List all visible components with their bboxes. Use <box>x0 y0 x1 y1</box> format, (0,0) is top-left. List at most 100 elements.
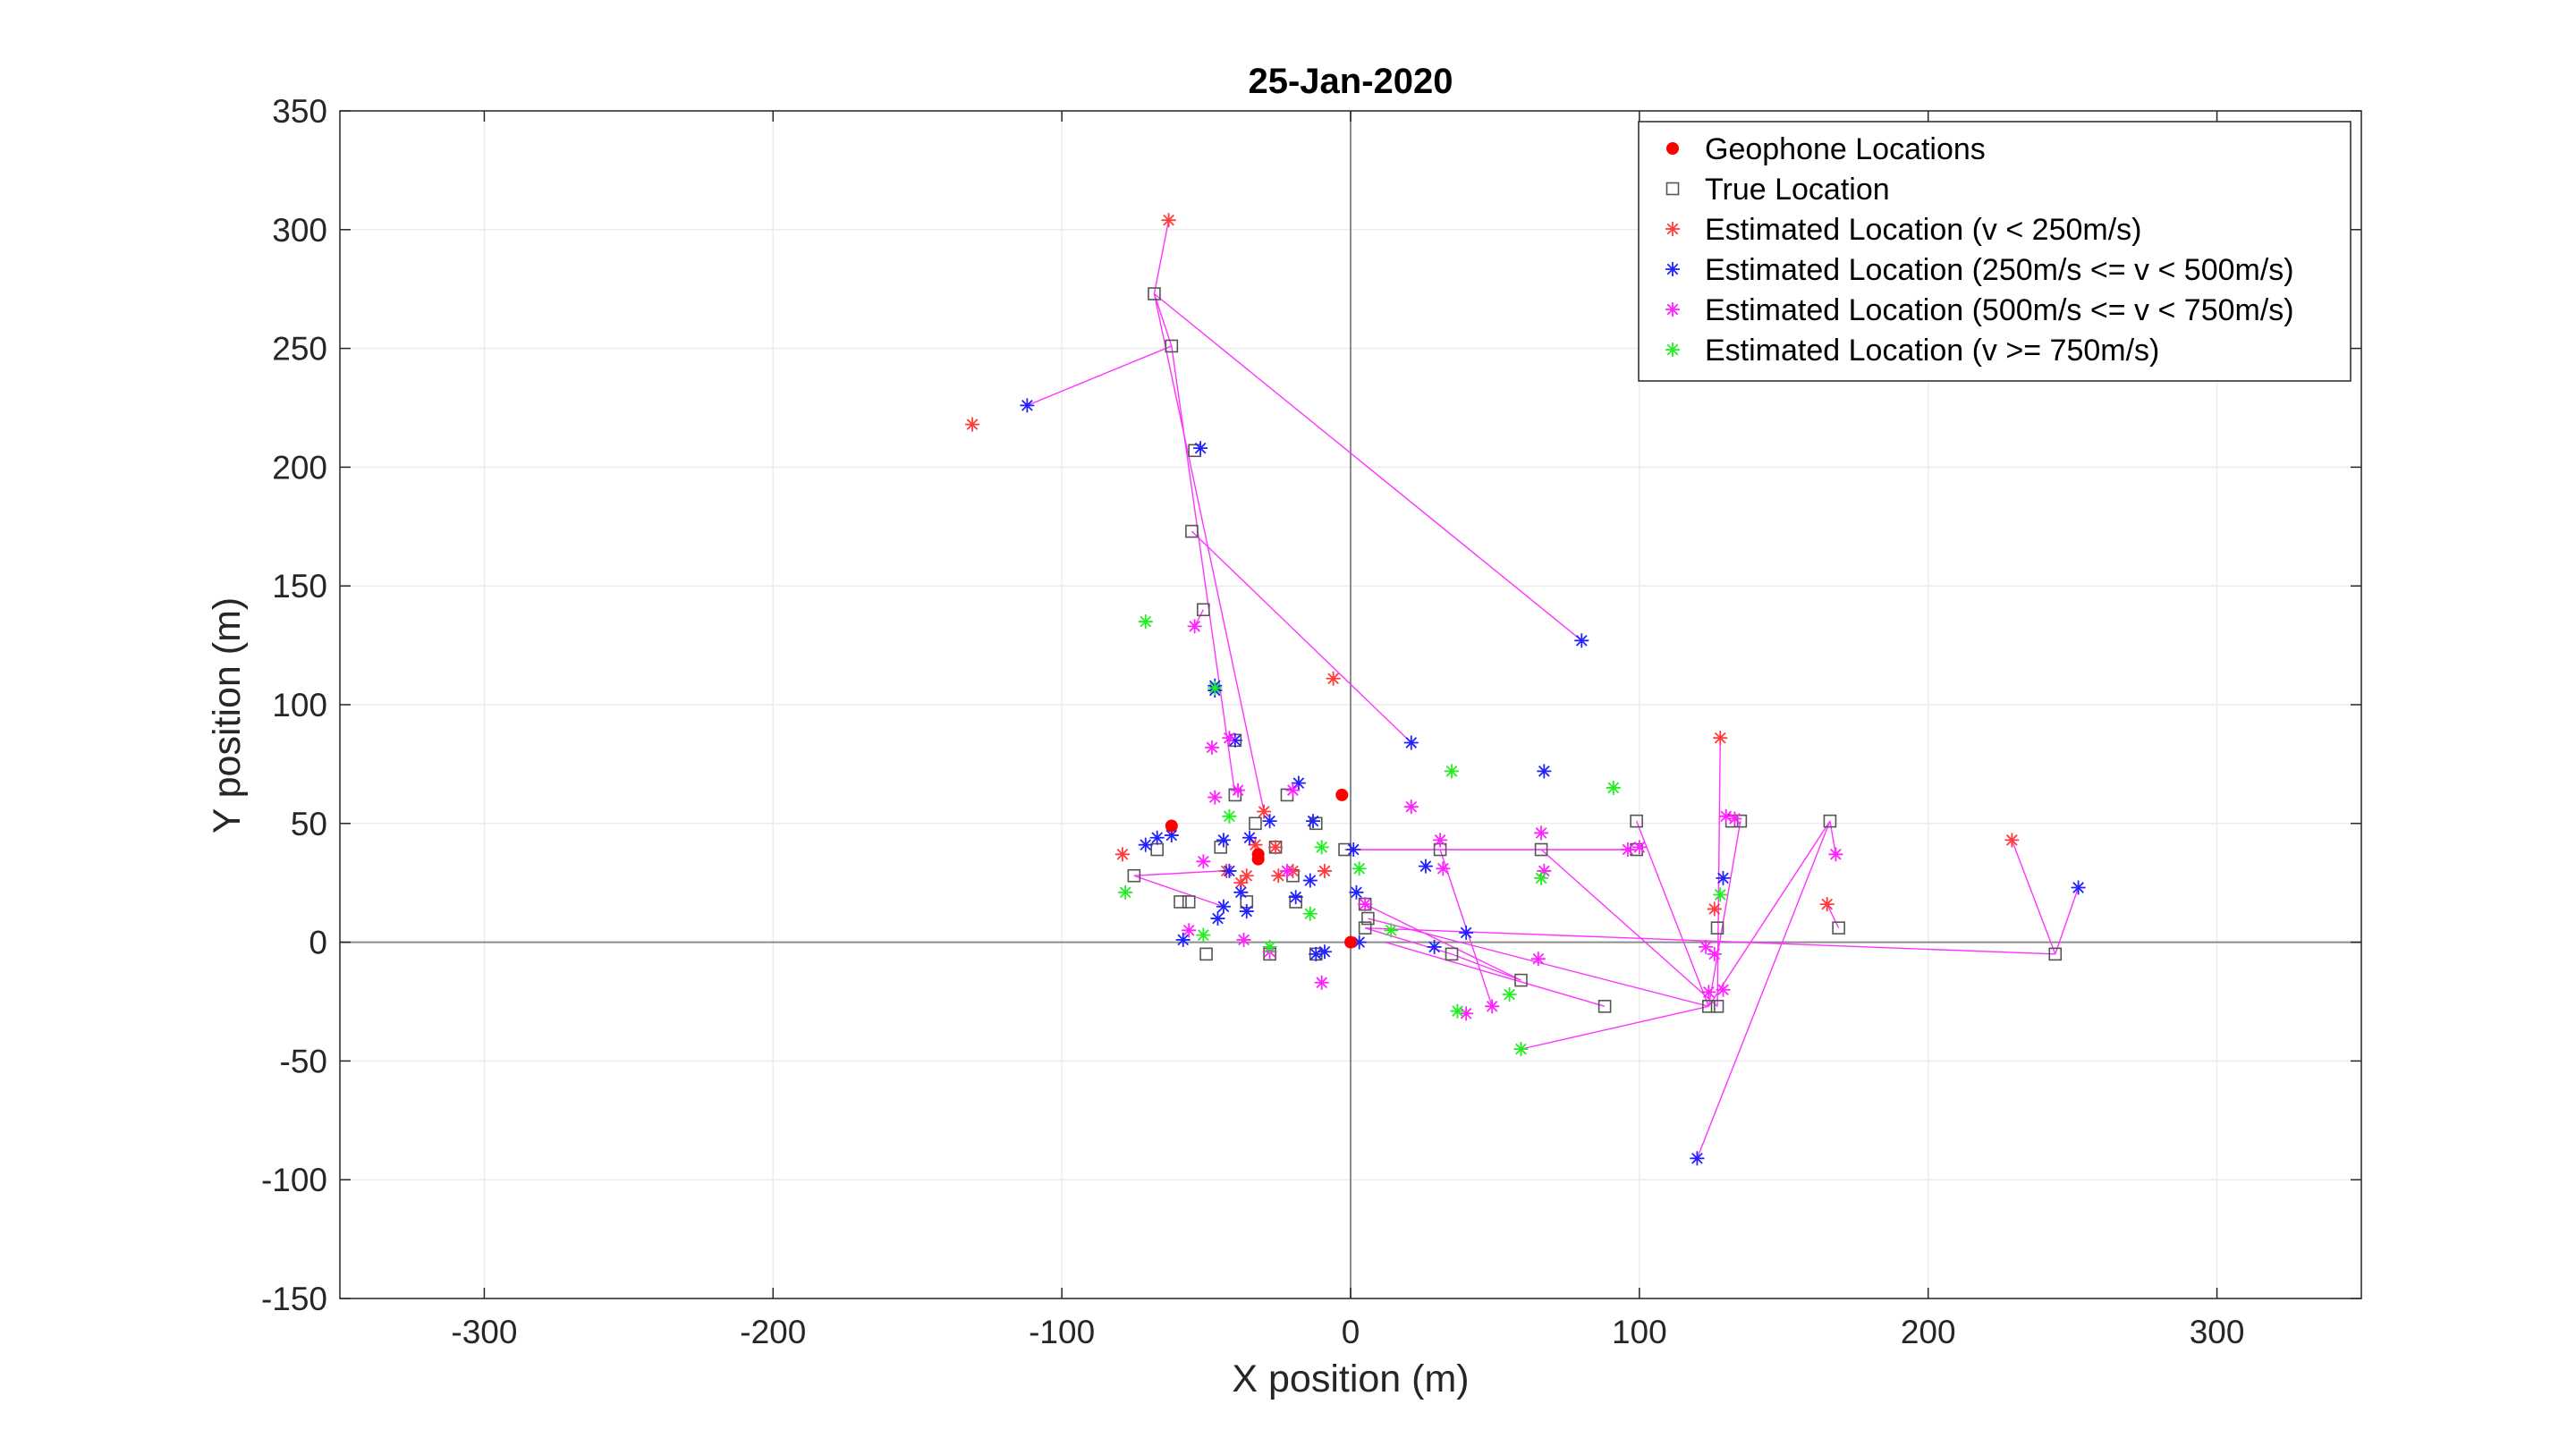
estimated-location-marker <box>1161 213 1176 228</box>
star-stroke <box>1538 766 1550 777</box>
x-tick-label: 200 <box>1901 1314 1956 1350</box>
star-stroke <box>1290 891 1301 903</box>
estimated-location-marker <box>1352 861 1367 876</box>
estimated-location-marker <box>1279 863 1294 878</box>
estimated-location-marker <box>1233 884 1249 900</box>
true-location-marker <box>1228 788 1242 802</box>
y-tick-label: 200 <box>272 449 327 486</box>
true-location-marker <box>1185 524 1199 538</box>
y-tick-label: 350 <box>272 93 327 130</box>
estimated-location-marker <box>1231 782 1246 798</box>
star-stroke <box>1232 784 1244 796</box>
estimated-location-marker <box>1326 671 1341 686</box>
estimated-location-marker <box>1713 731 1728 746</box>
estimated-location-marker <box>1690 1151 1705 1166</box>
star-stroke <box>1307 815 1319 827</box>
legend-label: Estimated Location (v >= 750m/s) <box>1705 334 2159 368</box>
star-stroke <box>1532 952 1545 965</box>
star-stroke <box>1198 855 1209 867</box>
estimated-location-marker <box>1138 837 1153 852</box>
legend-estimate-marker <box>1665 262 1680 276</box>
y-tick-label: 50 <box>291 806 327 842</box>
estimated-location-marker <box>1222 731 1237 746</box>
connector-lines <box>1027 220 2080 1159</box>
star-stroke <box>1575 634 1588 647</box>
estimated-location-marker <box>1302 873 1318 888</box>
estimated-location-marker <box>1459 925 1474 940</box>
estimated-location-marker <box>1450 1003 1465 1019</box>
true-location-marker <box>1165 339 1179 353</box>
estimated-location-marker <box>1114 847 1130 862</box>
star-stroke <box>966 419 979 430</box>
star-stroke <box>1353 862 1366 875</box>
estimated-location-marker <box>1436 861 1451 876</box>
star-stroke <box>1212 912 1224 925</box>
estimated-location-markers <box>965 213 2086 1166</box>
star-stroke <box>1405 800 1418 813</box>
estimated-location-marker <box>1445 764 1459 779</box>
estimated-location-marker <box>1459 1006 1474 1021</box>
true-location-marker <box>1249 816 1262 831</box>
estimated-location-marker <box>1149 830 1165 845</box>
x-tick-label: -300 <box>451 1314 517 1350</box>
estimated-location-marker <box>1196 927 1211 943</box>
estimated-location-marker <box>1427 939 1442 954</box>
connector-line <box>1153 293 1265 812</box>
star-stroke <box>1347 843 1360 856</box>
star-stroke <box>1229 734 1241 747</box>
true-location-marker <box>1832 921 1845 935</box>
legend-label: True Location <box>1705 173 1890 207</box>
star-stroke <box>1460 926 1472 939</box>
estimated-location-marker <box>1222 863 1237 878</box>
estimated-location-marker <box>1537 764 1552 779</box>
estimated-location-marker <box>2004 833 2020 848</box>
connector-line <box>1133 870 1221 876</box>
connector-line <box>1133 875 1224 908</box>
star-stroke <box>1666 343 1679 356</box>
estimated-location-marker <box>1317 944 1332 960</box>
estimated-location-marker <box>1513 1042 1529 1057</box>
star-stroke <box>1116 848 1129 860</box>
estimated-location-marker <box>2071 880 2086 895</box>
legend-label: Estimated Location (500m/s <= v < 750m/s… <box>1705 293 2294 327</box>
legend-estimate-marker <box>1665 343 1680 357</box>
true-location-marker <box>1630 814 1643 828</box>
estimated-location-marker <box>1346 842 1361 858</box>
star-stroke <box>1666 303 1679 316</box>
star-stroke <box>1151 832 1164 844</box>
true-location-marker <box>1197 603 1210 617</box>
true-location-marker <box>1445 947 1459 961</box>
estimated-location-marker <box>1606 780 1621 795</box>
estimated-location-marker <box>1285 782 1301 798</box>
star-stroke <box>1281 865 1293 877</box>
estimated-location-marker <box>1182 923 1197 938</box>
estimated-location-marker <box>1291 775 1306 791</box>
true-location-marker <box>1710 921 1724 935</box>
true-location-marker <box>1534 842 1548 857</box>
legend-estimate-marker <box>1665 222 1680 236</box>
estimated-location-marker <box>1193 441 1208 456</box>
x-tick-label: -200 <box>740 1314 806 1350</box>
estimated-location-marker <box>1205 740 1220 755</box>
star-stroke <box>1708 903 1721 915</box>
star-stroke <box>1622 843 1634 856</box>
estimated-location-marker <box>1239 868 1254 884</box>
star-stroke <box>1119 886 1131 899</box>
star-stroke <box>1714 732 1726 744</box>
star-stroke <box>1535 872 1547 884</box>
connector-line <box>1521 1005 1709 1050</box>
star-stroke <box>1351 886 1362 899</box>
star-stroke <box>1021 400 1033 411</box>
star-stroke <box>1405 737 1418 749</box>
star-stroke <box>1304 908 1317 920</box>
y-tick-label: 250 <box>272 331 327 368</box>
true-location-marker <box>1361 911 1375 926</box>
true-location-marker <box>1702 1000 1716 1013</box>
y-tick-label: 300 <box>272 212 327 249</box>
star-stroke <box>1264 941 1275 953</box>
estimated-location-marker <box>1239 904 1254 919</box>
estimated-location-marker <box>1349 884 1364 900</box>
true-location-marker <box>1358 921 1372 935</box>
star-stroke <box>1720 810 1733 823</box>
